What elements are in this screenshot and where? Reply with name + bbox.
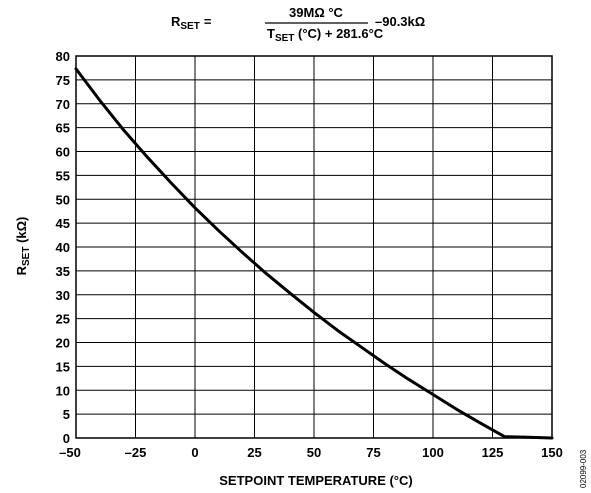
y-tick-label: 15 (56, 359, 70, 374)
y-axis-label-sub: SET (21, 247, 32, 266)
y-tick-label: 30 (56, 288, 70, 303)
formula-denominator-rest: (°C) + 281.6°C (294, 26, 383, 41)
y-tick-label: 45 (56, 216, 70, 231)
y-tick-label: 55 (56, 168, 70, 183)
x-tick-label: 150 (541, 445, 563, 460)
x-tick-label: 100 (422, 445, 444, 460)
formula: RSET = 39MΩ °C TSET (°C) + 281.6°C –90.3k… (171, 5, 425, 44)
y-tick-label: 50 (56, 192, 70, 207)
x-tick-label: 75 (366, 445, 380, 460)
y-tick-label: 25 (56, 312, 70, 327)
x-tick-label: 125 (482, 445, 504, 460)
y-tick-label: 65 (56, 121, 70, 136)
formula-lhs-main: R (171, 14, 181, 29)
y-tick-label: 80 (56, 49, 70, 64)
svg-text:TSET (°C) + 281.6°C: TSET (°C) + 281.6°C (267, 26, 384, 44)
grid (75, 55, 553, 439)
y-tick-label: 75 (56, 73, 70, 88)
y-tick-label: 0 (63, 431, 70, 446)
x-tick-label: –25 (125, 445, 147, 460)
y-tick-label: 60 (56, 145, 70, 160)
y-tick-labels: 0 5 10 15 20 25 30 35 40 45 50 55 60 65 70 75 80 (56, 49, 70, 446)
x-tick-label: 50 (307, 445, 321, 460)
formula-numerator: 39MΩ °C (289, 5, 344, 20)
y-axis-label-main: R (14, 265, 29, 275)
plot-frame (75, 55, 553, 439)
y-axis-label: RSET (kΩ) (14, 217, 32, 276)
svg-text:RSET=: RSET = (171, 14, 212, 32)
formula-lhs-sub: SET (180, 21, 199, 32)
formula-offset: –90.3kΩ (375, 14, 425, 29)
y-tick-label: 5 (63, 407, 70, 422)
formula-denominator-main: T (267, 26, 275, 41)
figure-id: 02099-003 (579, 449, 588, 488)
y-tick-label: 35 (56, 264, 70, 279)
y-tick-label: 20 (56, 336, 70, 351)
y-tick-label: 40 (56, 240, 70, 255)
series-line (74, 67, 554, 440)
y-axis-label-unit: (kΩ) (14, 217, 29, 247)
formula-equals: = (204, 14, 212, 29)
y-tick-label: 10 (56, 383, 70, 398)
x-tick-labels: –50 –25 0 25 50 75 100 125 150 (59, 445, 563, 460)
y-tick-label: 70 (56, 97, 70, 112)
x-tick-label: 0 (191, 445, 198, 460)
x-axis-label: SETPOINT TEMPERATURE (°C) (219, 473, 412, 488)
x-tick-label: 25 (247, 445, 261, 460)
formula-denominator-sub: SET (275, 33, 294, 44)
x-tick-label: –50 (59, 445, 81, 460)
